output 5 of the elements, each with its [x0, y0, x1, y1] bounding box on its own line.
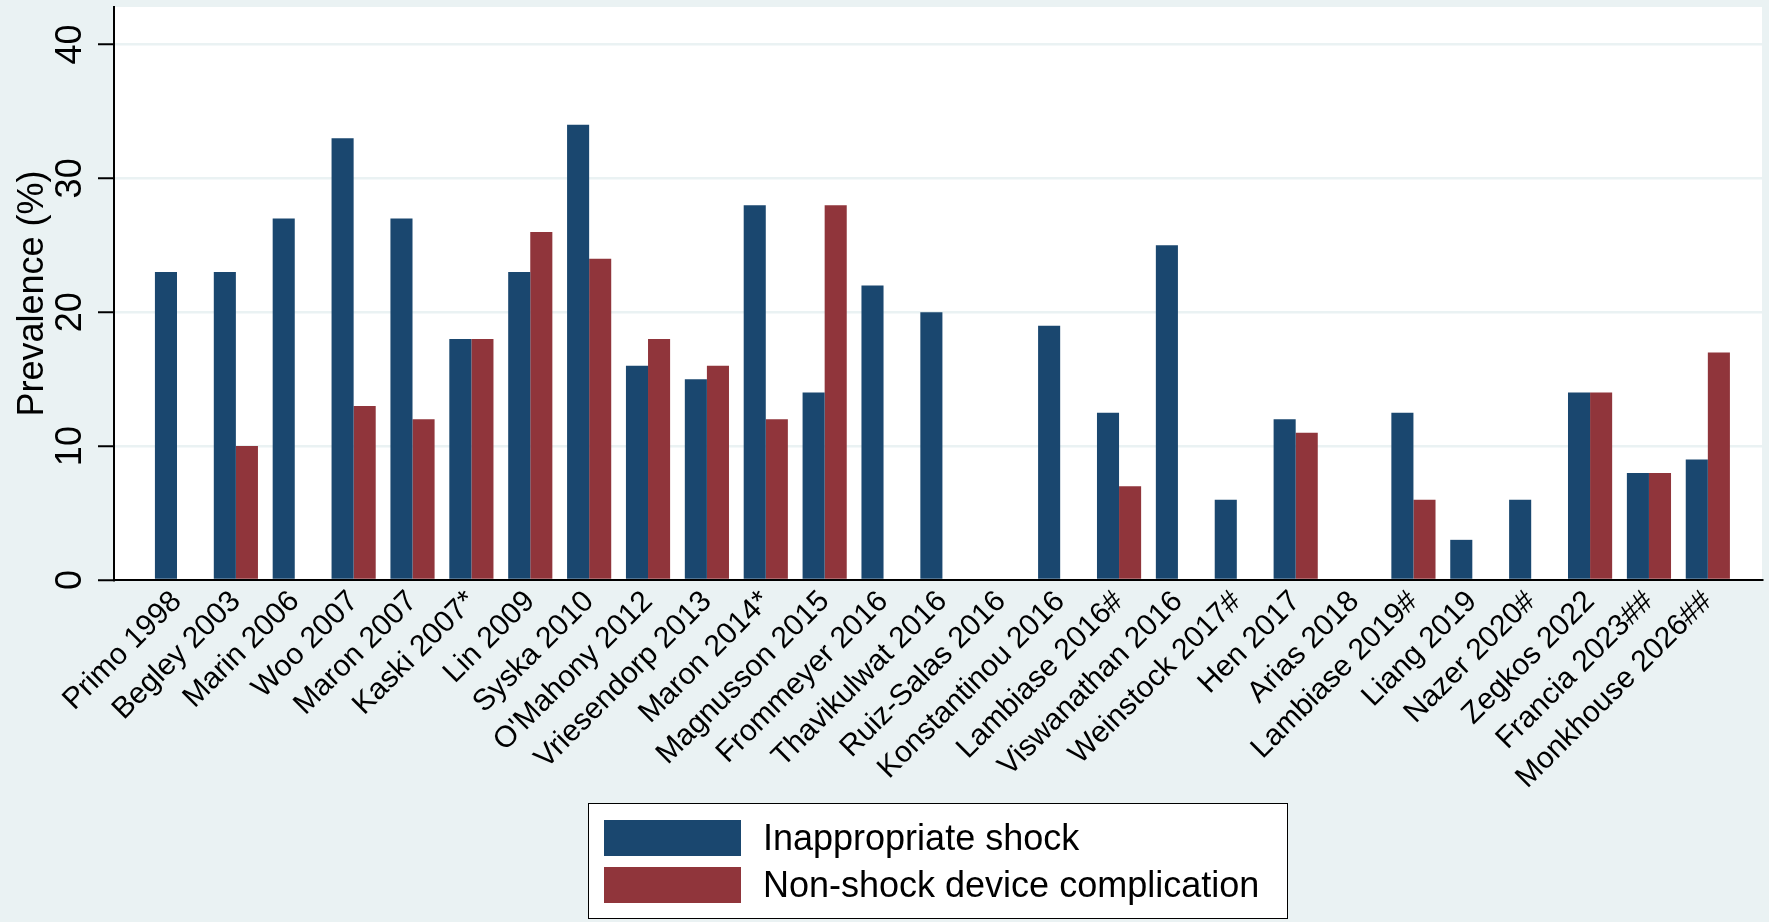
legend-label: Non-shock device complication — [763, 863, 1260, 906]
y-tick-label: 0 — [47, 569, 89, 591]
y-tick-label: 40 — [47, 24, 89, 65]
y-tick-label: 10 — [47, 426, 89, 467]
legend-label: Inappropriate shock — [763, 816, 1080, 859]
